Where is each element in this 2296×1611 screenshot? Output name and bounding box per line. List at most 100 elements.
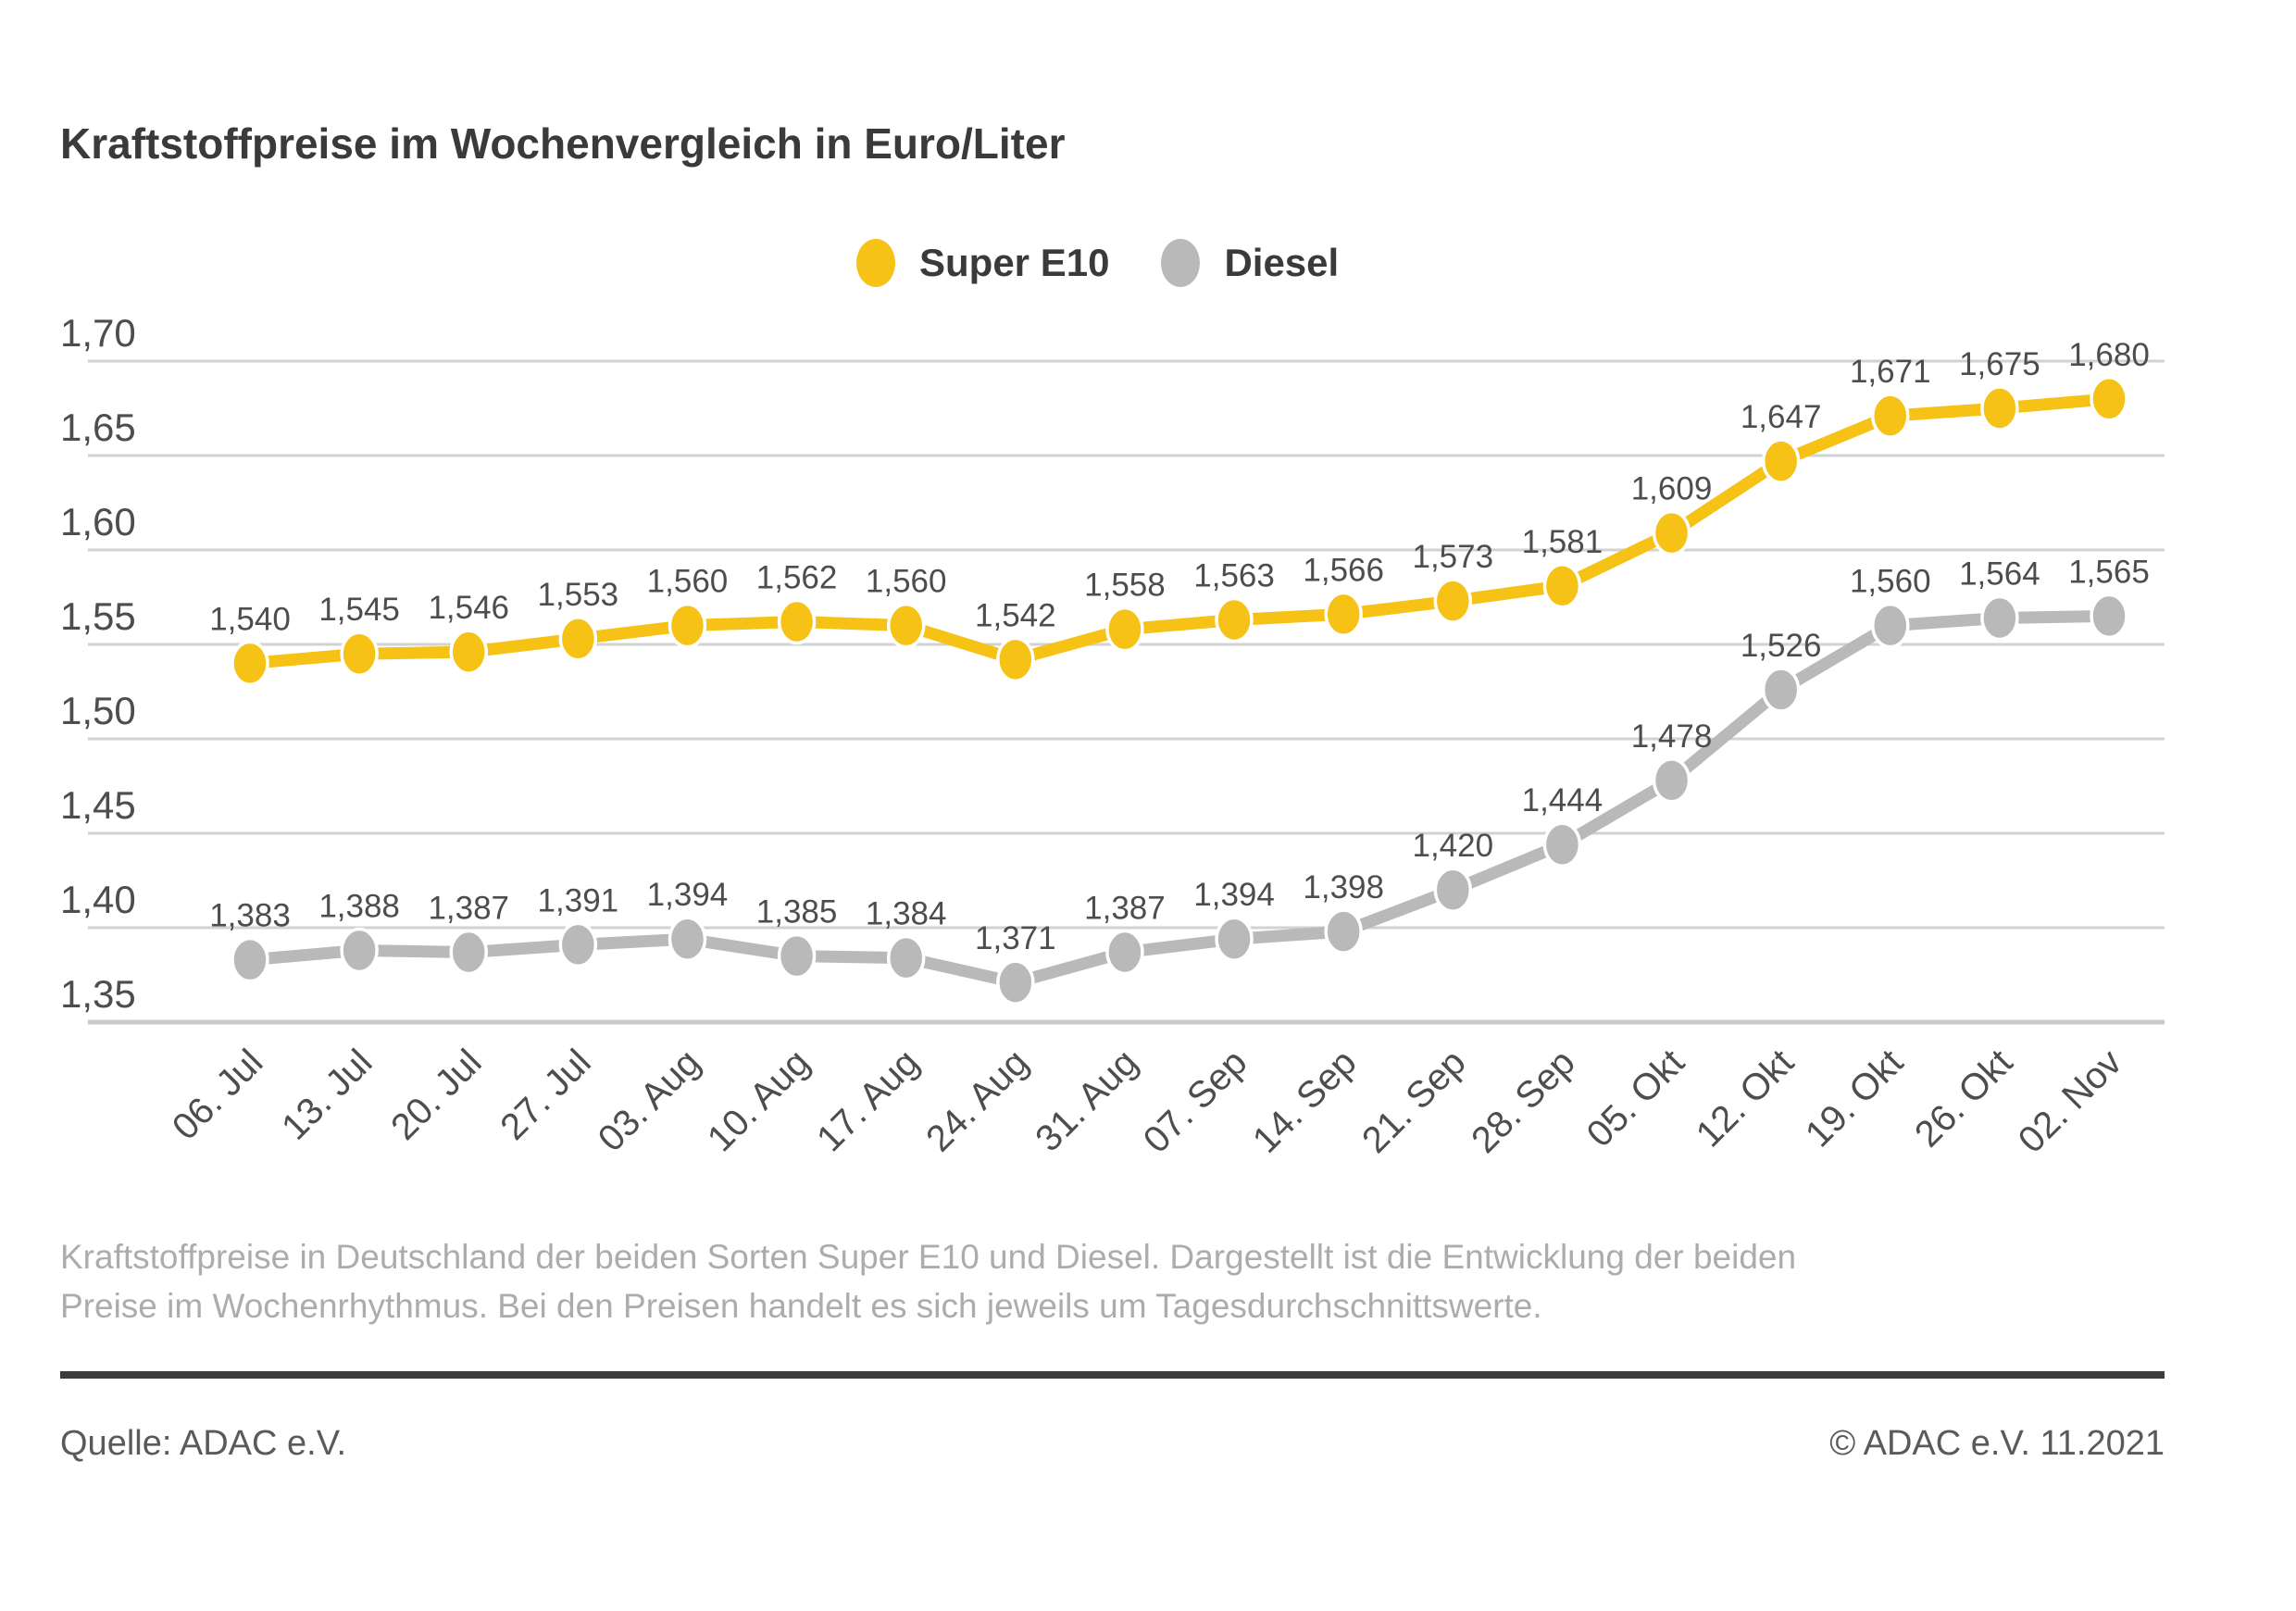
legend-label-super-e10: Super E10 [919,241,1110,284]
value-label-super-e10: 1,553 [538,577,619,613]
x-axis-tick-label: 07. Sep [1136,1042,1255,1161]
data-point-super-e10 [1324,591,1363,638]
data-point-super-e10 [1433,578,1473,624]
x-axis-tick-label: 19. Okt [1798,1042,1911,1155]
y-axis-tick-label: 1,40 [60,878,136,921]
legend: Super E10 Diesel [856,239,1339,287]
data-point-super-e10 [449,629,488,675]
legend-item-super-e10: Super E10 [856,239,1109,287]
data-point-super-e10 [1105,606,1144,653]
data-point-super-e10 [886,602,926,649]
data-point-diesel [668,916,707,962]
data-point-super-e10 [1980,385,2019,431]
data-point-super-e10 [668,602,707,649]
x-axis-tick-label: 10. Aug [700,1042,817,1159]
value-label-diesel: 1,371 [975,920,1056,956]
super-e10-marker-icon [856,239,895,287]
data-point-super-e10 [1215,596,1254,643]
value-label-diesel: 1,565 [2068,554,2150,590]
value-label-super-e10: 1,545 [318,592,400,628]
y-axis-tick-label: 1,45 [60,783,136,827]
value-label-super-e10: 1,558 [1084,568,1166,604]
data-point-diesel [340,927,379,974]
value-label-diesel: 1,564 [1959,556,2040,592]
y-axis-tick-label: 1,65 [60,406,136,449]
value-label-super-e10: 1,562 [756,560,838,596]
x-axis-tick-label: 17. Aug [809,1042,927,1159]
data-point-diesel [777,932,817,980]
data-point-diesel [231,936,269,983]
value-label-super-e10: 1,560 [866,564,947,600]
value-label-diesel: 1,387 [1084,891,1166,927]
value-label-super-e10: 1,647 [1741,399,1822,435]
value-label-super-e10: 1,573 [1412,539,1493,575]
x-axis-tick-label: 20. Jul [383,1042,489,1147]
data-point-diesel [1105,929,1144,976]
data-point-diesel [449,929,488,976]
data-point-super-e10 [1652,509,1691,556]
data-point-diesel [558,921,598,968]
data-point-diesel [996,959,1035,1005]
data-point-super-e10 [1761,438,1801,484]
copyright-note: © ADAC e.V. 11.2021 [1829,1424,2165,1463]
legend-item-diesel: Diesel [1161,239,1339,287]
x-axis-tick-label: 14. Sep [1245,1042,1365,1161]
data-point-diesel [1542,821,1582,868]
data-point-diesel [886,934,926,981]
value-label-diesel: 1,420 [1412,828,1493,864]
page-title: Kraftstoffpreise im Wochenvergleich in E… [60,119,1066,168]
data-point-super-e10 [2090,376,2128,422]
legend-label-diesel: Diesel [1224,241,1340,284]
data-point-diesel [1980,594,2019,642]
value-label-super-e10: 1,560 [647,564,729,600]
diesel-marker-icon [1161,239,1201,287]
footer-divider [60,1371,2165,1379]
value-label-diesel: 1,391 [538,882,619,918]
y-axis-tick-label: 1,55 [60,594,136,638]
chart-caption: Kraftstoffpreise in Deutschland der beid… [60,1238,1797,1325]
data-point-super-e10 [231,640,269,687]
value-label-diesel: 1,394 [647,877,729,913]
value-label-diesel: 1,385 [756,894,838,930]
value-label-diesel: 1,526 [1741,628,1822,664]
data-point-diesel [1871,602,1910,649]
x-axis-tick-label: 02. Nov [2011,1042,2130,1161]
value-label-super-e10: 1,680 [2068,337,2150,373]
data-point-super-e10 [996,636,1035,683]
x-axis-tick-label: 26. Okt [1907,1042,2020,1155]
x-axis-tick-label: 27. Jul [493,1042,598,1147]
value-label-diesel: 1,398 [1303,869,1384,905]
x-axis-tick-label: 28. Sep [1464,1042,1583,1161]
value-label-super-e10: 1,671 [1850,354,1931,390]
value-label-super-e10: 1,563 [1193,557,1275,593]
value-label-super-e10: 1,540 [209,601,291,637]
y-axis-tick-label: 1,50 [60,689,136,732]
x-axis-tick-label: 03. Aug [591,1042,708,1159]
value-label-diesel: 1,388 [318,888,400,924]
value-label-diesel: 1,478 [1631,718,1713,755]
x-axis-tick-label: 24. Aug [918,1042,1036,1159]
value-label-diesel: 1,387 [428,891,509,927]
data-point-super-e10 [777,598,817,645]
data-point-diesel [1215,916,1254,962]
x-axis-tick-label: 12. Okt [1689,1042,1802,1155]
x-axis-tick-label: 31. Aug [1028,1042,1145,1159]
value-label-super-e10: 1,566 [1303,552,1384,588]
value-label-super-e10: 1,675 [1959,346,2040,382]
value-label-super-e10: 1,581 [1522,524,1603,560]
data-point-diesel [1652,757,1691,804]
source-credit: Quelle: ADAC e.V. [60,1424,347,1463]
value-label-super-e10: 1,542 [975,597,1056,633]
data-point-super-e10 [340,631,379,677]
x-axis-tick-label: 06. Jul [165,1042,270,1147]
x-axis-tick-label: 13. Jul [274,1042,380,1147]
value-label-diesel: 1,384 [866,896,947,932]
value-label-super-e10: 1,609 [1631,471,1713,507]
data-point-diesel [1761,667,1801,713]
data-point-diesel [1324,908,1363,955]
series-line-super-e10 [243,393,2115,669]
value-label-super-e10: 1,546 [428,590,509,626]
value-label-diesel: 1,560 [1850,564,1931,600]
data-point-super-e10 [1871,393,1910,439]
y-axis-tick-label: 1,70 [60,311,136,355]
